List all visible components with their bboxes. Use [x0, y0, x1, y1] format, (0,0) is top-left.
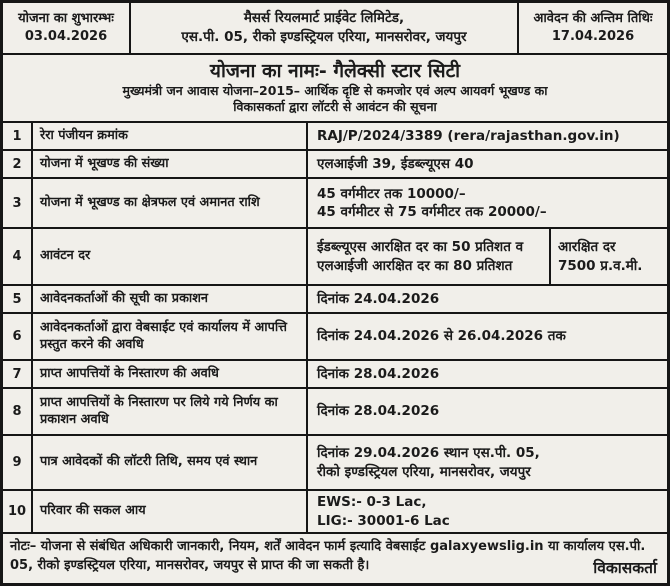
developer-signature: विकासकर्ता — [593, 558, 657, 577]
developer-name: मैसर्स रियलमार्ट प्राईवेट लिमिटेड, — [243, 10, 405, 27]
row-number: 6 — [3, 314, 33, 359]
row-label: आवेदनकर्ताओं द्वारा वेबसाईट एवं कार्यालय… — [33, 314, 308, 359]
table-row: 8 प्राप्त आपत्तियों के निस्तारण पर लिये … — [3, 387, 667, 434]
table-row: 4 आवंटन दर ईडब्ल्यूएस आरक्षित दर का 50 प… — [3, 227, 667, 284]
row-number: 3 — [3, 179, 33, 227]
developer-name-cell: मैसर्स रियलमार्ट प्राईवेट लिमिटेड, एस.पी… — [131, 3, 519, 53]
table-row: 1 रेरा पंजीयन क्रमांक RAJ/P/2024/3389 (r… — [3, 121, 667, 149]
application-deadline-label: आवेदन की अन्तिम तिथिः — [533, 10, 653, 26]
row-value: दिनांक 28.04.2026 — [317, 403, 440, 420]
row-number: 4 — [3, 229, 33, 284]
table-row: 6 आवेदनकर्ताओं द्वारा वेबसाईट एवं कार्या… — [3, 312, 667, 359]
table-row: 2 योजना में भूखण्ड की संख्या एलआईजी 39, … — [3, 149, 667, 177]
table-row: 10 परिवार की सकल आय EWS:- 0-3 Lac, LIG:-… — [3, 489, 667, 532]
row-value: EWS:- 0-3 Lac, LIG:- 30001-6 Lac — [317, 494, 450, 529]
allotment-rate-main: ईडब्ल्यूएस आरक्षित दर का 50 प्रतिशत व एल… — [317, 238, 524, 274]
table-row: 3 योजना में भूखण्ड का क्षेत्रफल एवं अमान… — [3, 177, 667, 227]
row-value: दिनांक 29.04.2026 स्थान एस.पी. 05, रीको … — [317, 445, 540, 480]
row-number: 5 — [3, 286, 33, 312]
row-value: एलआईजी 39, ईडब्ल्यूएस 40 — [317, 155, 474, 172]
row-label: आवेदनकर्ताओं की सूची का प्रकाशन — [33, 286, 308, 312]
row-number: 10 — [3, 491, 33, 532]
row-value: ईडब्ल्यूएस आरक्षित दर का 50 प्रतिशत व एल… — [308, 229, 667, 284]
scheme-launch-label: योजना का शुभारम्भः — [18, 10, 114, 26]
scheme-subtitle-line1: मुख्यमंत्री जन आवास योजना–2015– आर्थिक द… — [122, 83, 548, 99]
reserved-rate-subcell: आरक्षित दर 7500 प्र.व.मी. — [549, 229, 667, 284]
title-block: योजना का नामः- गैलेक्सी स्टार सिटी मुख्य… — [3, 53, 667, 121]
row-label: रेरा पंजीयन क्रमांक — [33, 123, 308, 149]
table-row: 7 प्राप्त आपत्तियों के निस्तारण की अवधि … — [3, 359, 667, 387]
developer-address: एस.पी. 05, रीको इण्डस्ट्रियल एरिया, मानस… — [181, 29, 467, 45]
row-label: आवंटन दर — [33, 229, 308, 284]
application-deadline-cell: आवेदन की अन्तिम तिथिः 17.04.2026 — [519, 3, 667, 53]
row-label: पात्र आवेदकों की लॉटरी तिथि, समय एवं स्थ… — [33, 436, 308, 489]
row-number: 7 — [3, 361, 33, 387]
row-label: परिवार की सकल आय — [33, 491, 308, 532]
row-number: 8 — [3, 389, 33, 434]
table-row: 5 आवेदनकर्ताओं की सूची का प्रकाशन दिनांक… — [3, 284, 667, 312]
header-row: योजना का शुभारम्भः 03.04.2026 मैसर्स रिय… — [3, 3, 667, 53]
scheme-launch-cell: योजना का शुभारम्भः 03.04.2026 — [3, 3, 131, 53]
scheme-name-title: योजना का नामः- गैलेक्सी स्टार सिटी — [209, 60, 461, 83]
row-label: प्राप्त आपत्तियों के निस्तारण की अवधि — [33, 361, 308, 387]
footer-note-text: नोटः– योजना से संबंधित अधिकारी जानकारी, … — [10, 539, 646, 573]
scheme-subtitle-line2: विकासकर्ता द्वारा लॉटरी से आवंटन की सूचन… — [233, 99, 437, 115]
row-label: योजना में भूखण्ड का क्षेत्रफल एवं अमानत … — [33, 179, 308, 227]
row-number: 1 — [3, 123, 33, 149]
row-value: दिनांक 24.04.2026 — [317, 290, 440, 307]
row-value: RAJ/P/2024/3389 (rera/rajasthan.gov.in) — [317, 127, 620, 144]
row-number: 9 — [3, 436, 33, 489]
row-label: प्राप्त आपत्तियों के निस्तारण पर लिये गय… — [33, 389, 308, 434]
table-row: 9 पात्र आवेदकों की लॉटरी तिथि, समय एवं स… — [3, 434, 667, 489]
row-value: 45 वर्गमीटर तक 10000/– 45 वर्गमीटर से 75… — [317, 185, 547, 220]
row-value: दिनांक 28.04.2026 — [317, 365, 440, 382]
scheme-launch-date: 03.04.2026 — [24, 29, 108, 44]
row-value: दिनांक 24.04.2026 से 26.04.2026 तक — [317, 328, 566, 345]
row-label: योजना में भूखण्ड की संख्या — [33, 151, 308, 177]
application-deadline-date: 17.04.2026 — [551, 29, 635, 44]
footer-note: नोटः– योजना से संबंधित अधिकारी जानकारी, … — [3, 532, 667, 583]
row-number: 2 — [3, 151, 33, 177]
